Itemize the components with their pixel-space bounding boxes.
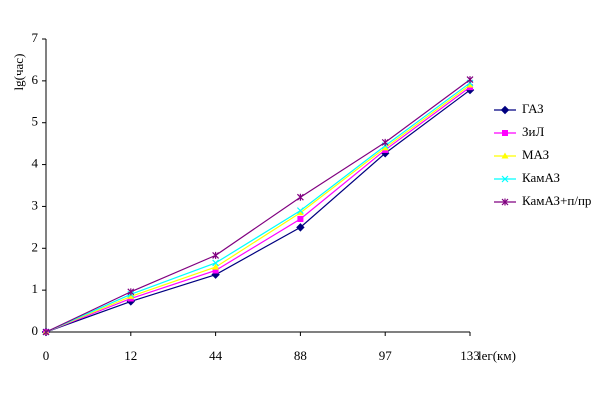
y-tick-label: 3 (32, 197, 39, 212)
series-line (45, 86, 471, 333)
marker (501, 152, 509, 159)
marker (296, 207, 304, 215)
y-tick-label: 5 (32, 114, 39, 129)
legend-label: ЗиЛ (522, 124, 544, 139)
series-line (45, 79, 471, 333)
legend-label: КамАЗ+п/пр (522, 193, 591, 208)
marker (466, 81, 474, 88)
marker (297, 215, 304, 222)
x-tick-label: 44 (209, 348, 223, 363)
marker (466, 76, 474, 84)
legend-label: КамАЗ (522, 170, 560, 185)
x-tick-label: 88 (294, 348, 307, 363)
y-tick-label: 2 (32, 239, 39, 254)
y-tick-label: 7 (32, 30, 39, 45)
legend-label: ГАЗ (522, 101, 544, 116)
y-axis-label: lg(час) (11, 54, 26, 91)
marker (212, 259, 220, 267)
marker (500, 105, 510, 115)
y-tick-label: 6 (32, 72, 39, 87)
marker (296, 223, 305, 232)
marker (501, 175, 509, 183)
marker (42, 328, 50, 336)
marker (212, 263, 220, 270)
x-tick-label: 12 (124, 348, 137, 363)
x-axis-label: lег(км) (478, 348, 516, 363)
y-tick-label: 0 (32, 323, 39, 338)
series-line (45, 89, 471, 333)
marker (296, 209, 304, 216)
marker (212, 267, 219, 274)
x-tick-label: 97 (379, 348, 393, 363)
marker (127, 288, 135, 296)
marker (296, 193, 304, 201)
series-line (45, 82, 471, 333)
series-line (45, 84, 471, 333)
marker (127, 292, 135, 299)
marker (381, 138, 389, 146)
legend-label: МАЗ (522, 147, 549, 162)
marker (381, 144, 389, 151)
y-tick-label: 1 (32, 281, 39, 296)
marker (502, 130, 508, 136)
marker (212, 251, 220, 259)
x-tick-label: 0 (43, 348, 50, 363)
marker (501, 198, 509, 206)
y-tick-label: 4 (32, 156, 39, 171)
x-tick-label: 133 (460, 348, 480, 363)
